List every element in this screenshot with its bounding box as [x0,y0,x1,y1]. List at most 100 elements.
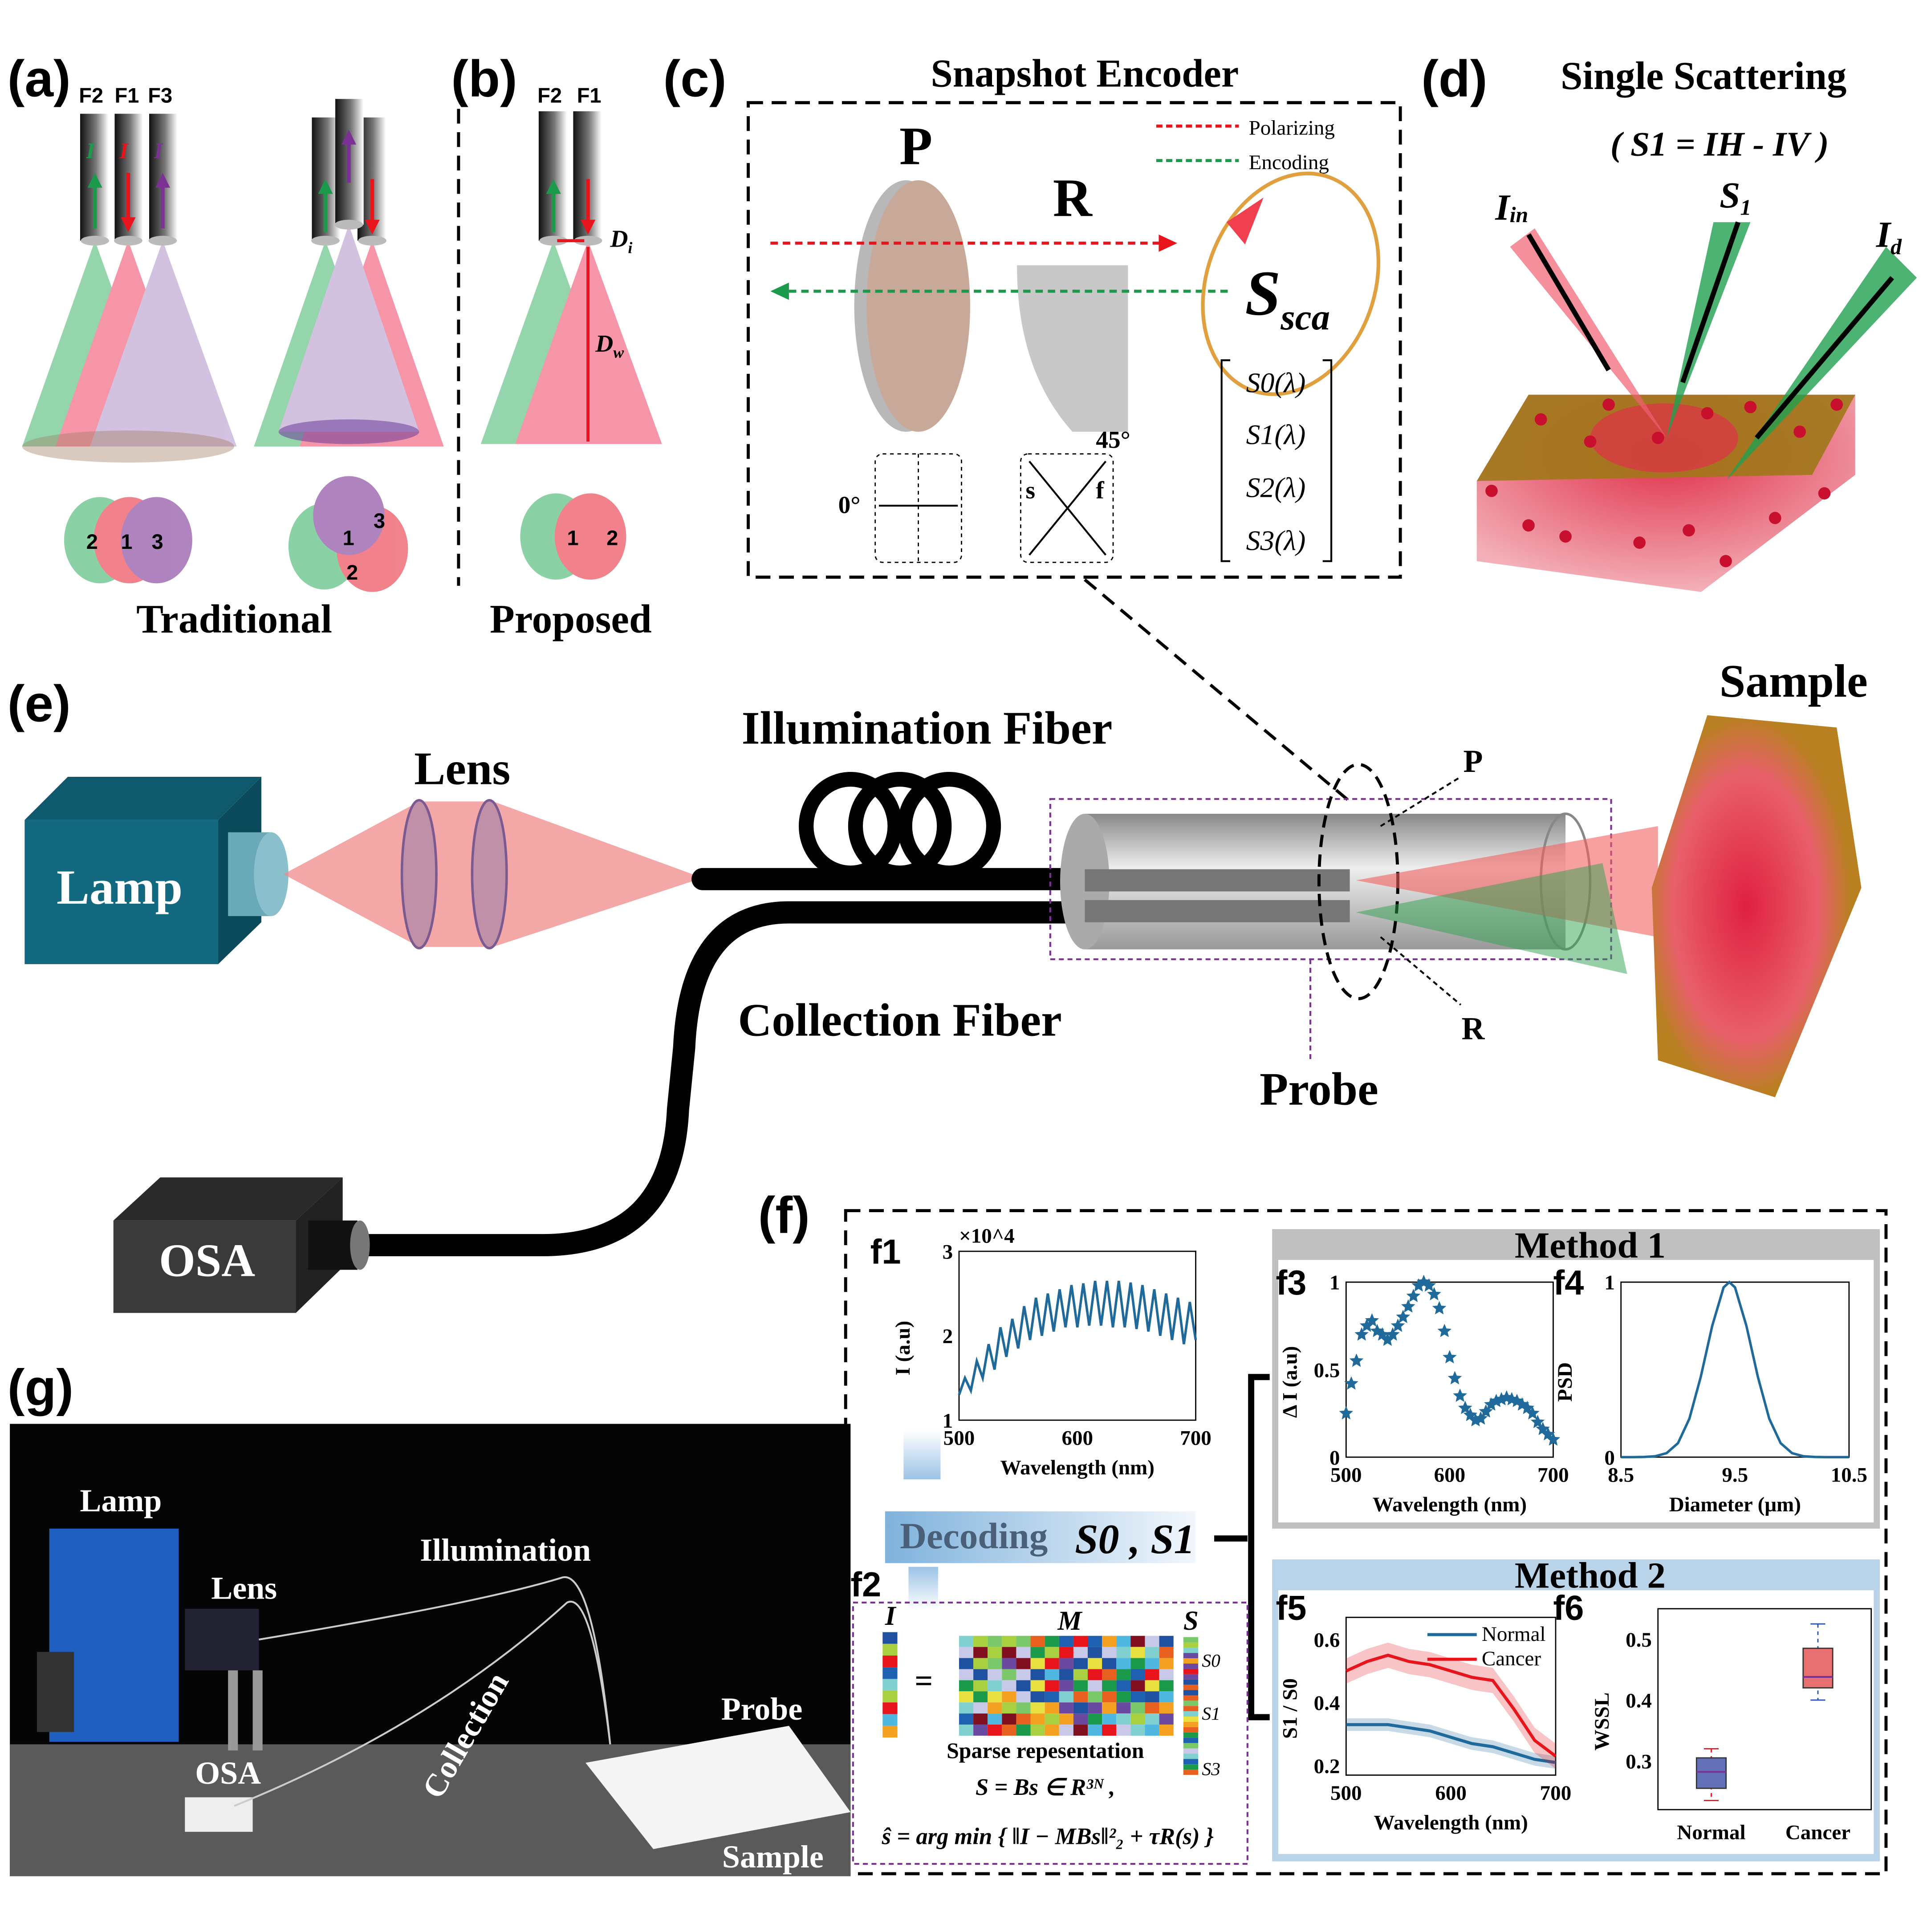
matrix-cell [959,1647,974,1658]
venn-region-label: 2 [346,560,358,584]
matrix-cell [1159,1725,1174,1736]
series-line-cancer [1345,1653,1557,1757]
stokes-vector-bracket [1220,359,1333,562]
legend-label: Cancer [1482,1647,1541,1670]
matrix-cell [1073,1691,1088,1703]
matrix-cell [1045,1691,1059,1703]
x-tick-label: 500 [1330,1464,1362,1487]
panel-c: (c) Snapshot Encoder P R Polarizing Enco… [663,50,1402,579]
venn-region-label: 3 [374,509,385,532]
venn-region-label: 1 [567,526,579,550]
f2-vector-s: S [1183,1606,1199,1636]
matrix-cell [1116,1647,1131,1658]
matrix-cell [1045,1702,1059,1714]
matrix-cell [1159,1713,1174,1725]
matrix-cell [973,1680,988,1692]
y-tick-label: 0.2 [1314,1755,1340,1778]
matrix-cell [1059,1636,1073,1647]
matrix-cell [1088,1669,1102,1680]
matrix-cell [1102,1691,1117,1703]
photo-label-probe: Probe [721,1691,803,1727]
matrix-cell [1016,1680,1031,1692]
chart-f4: 8.5 9.5 10.5 0 1 Diameter (μm) PSD [1553,1271,1867,1516]
matrix-cell [1183,1701,1199,1706]
matrix-cell [1030,1725,1045,1736]
label-i-in: Iin [1495,187,1528,228]
matrix-cell [1059,1725,1073,1736]
matrix-cell [1102,1669,1117,1680]
decoding-s0-s1: S0 , S1 [1075,1516,1195,1563]
probe-label: Probe [1260,1063,1378,1115]
matrix-cell [1059,1669,1073,1680]
x-axis-label: Wavelength (nm) [1374,1811,1528,1834]
x-axis-label: Wavelength (nm) [1000,1456,1155,1479]
arrow-down-icon [903,1430,941,1480]
matrix-cell [1073,1725,1088,1736]
sparse-representation-label: Sparse repesentation [947,1738,1144,1763]
matrix-cell [1016,1636,1031,1647]
matrix-cell [882,1725,898,1738]
matrix-cell [1183,1759,1199,1765]
matrix-cell [1030,1713,1045,1725]
star-marker [1494,1392,1508,1406]
s3-label: S3 [1202,1759,1220,1779]
matrix-cell [959,1702,974,1714]
star-marker [1530,1415,1545,1429]
light-cones-a2 [254,224,444,447]
plot-frame [1345,1281,1554,1458]
matrix-cell [1045,1647,1059,1658]
matrix-cell [1073,1647,1088,1658]
star-marker [1349,1353,1364,1367]
matrix-cell [988,1725,1002,1736]
retarder-axis-box [1020,453,1114,563]
caption-traditional: Traditional [136,597,332,641]
box-normal [1695,1757,1727,1789]
matrix-cell [1102,1647,1117,1658]
matrix-cell [1059,1702,1073,1714]
matrix-cell [973,1636,988,1647]
matrix-cell [1183,1732,1199,1738]
matrix-cell [882,1690,898,1703]
collection-fiber [357,901,1103,1257]
matrix-cell [988,1702,1002,1714]
x-tick-label: 700 [1180,1427,1212,1450]
lamp-box [24,820,219,964]
matrix-cell [1116,1713,1131,1725]
stokes-s0: S0(λ) [1246,367,1306,398]
matrix-cell [1030,1680,1045,1692]
matrix-cell [1116,1669,1131,1680]
matrix-cell [1183,1721,1199,1727]
matrix-cell [973,1691,988,1703]
y-tick-label: 0 [1329,1446,1340,1469]
fiber-bundle-a1: I I I [80,114,178,246]
matrix-cell [988,1713,1002,1725]
matrix-cell [988,1680,1002,1692]
y-tick-label: 0.3 [1626,1750,1652,1773]
star-marker [1432,1301,1447,1315]
matrix-cell [1088,1636,1102,1647]
matrix-cell [1088,1713,1102,1725]
star-marker [1411,1278,1426,1292]
matrix-cell [1002,1725,1016,1736]
matrix-cell [1002,1691,1016,1703]
venn-region-label: 1 [121,530,132,553]
venn-region-label: 1 [343,526,354,550]
matrix-cell [1159,1680,1174,1692]
chart-f5: 500 600 700 0.2 0.4 0.6 Wavelength (nm) S1 / S0… [1279,1616,1571,1834]
legend-polarizing: Polarizing [1249,117,1335,140]
panel-label-d: (d) [1421,50,1487,108]
panel-d: (d) Single Scattering ( S1 = IH - IV ) I… [1421,50,1917,592]
y-axis-label: Δ I (a.u) [1279,1346,1302,1418]
matrix-cell [1073,1669,1088,1680]
lens-element [400,799,438,950]
lens-label: Lens [414,743,510,795]
matrix-cell [1183,1668,1199,1674]
chart-f1: 500 600 700 1 2 3 Wavelength (nm) I (a.u) [891,1241,1212,1480]
matrix-cell [973,1658,988,1669]
matrix-cell [1073,1658,1088,1669]
matrix-cell [1016,1691,1031,1703]
matrix-cell [1059,1658,1073,1669]
matrix-cell [1183,1690,1199,1696]
matrix-cell [988,1658,1002,1669]
matrix-cell [1045,1658,1059,1669]
